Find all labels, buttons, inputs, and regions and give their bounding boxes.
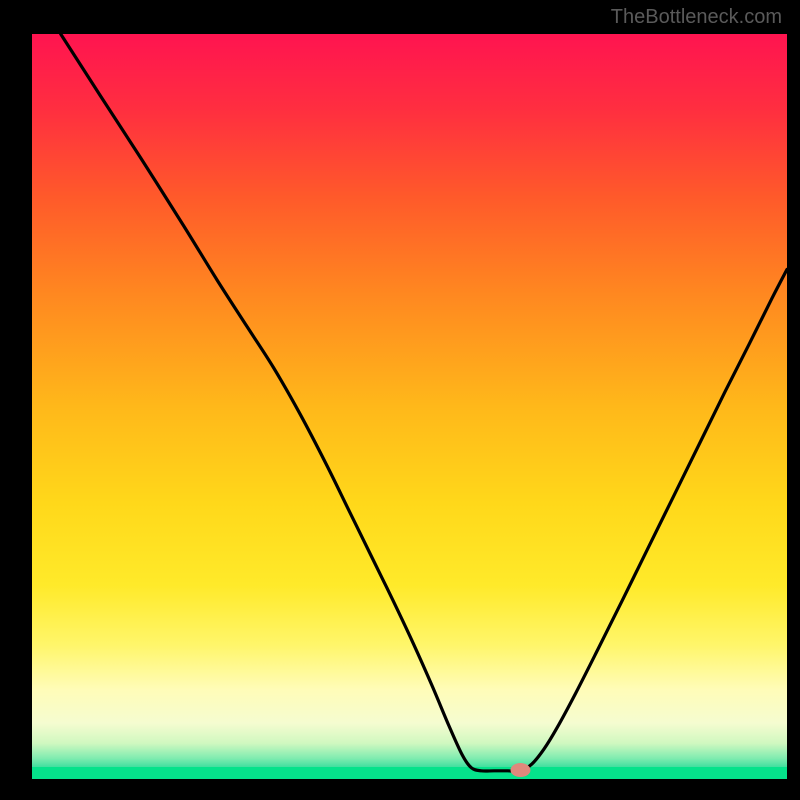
watermark-text: TheBottleneck.com [611, 6, 782, 29]
gradient-background [32, 34, 787, 779]
green-baseline-strip [32, 767, 787, 779]
optimal-marker [510, 763, 530, 777]
plot-area [32, 34, 787, 779]
chart-svg [32, 34, 787, 779]
